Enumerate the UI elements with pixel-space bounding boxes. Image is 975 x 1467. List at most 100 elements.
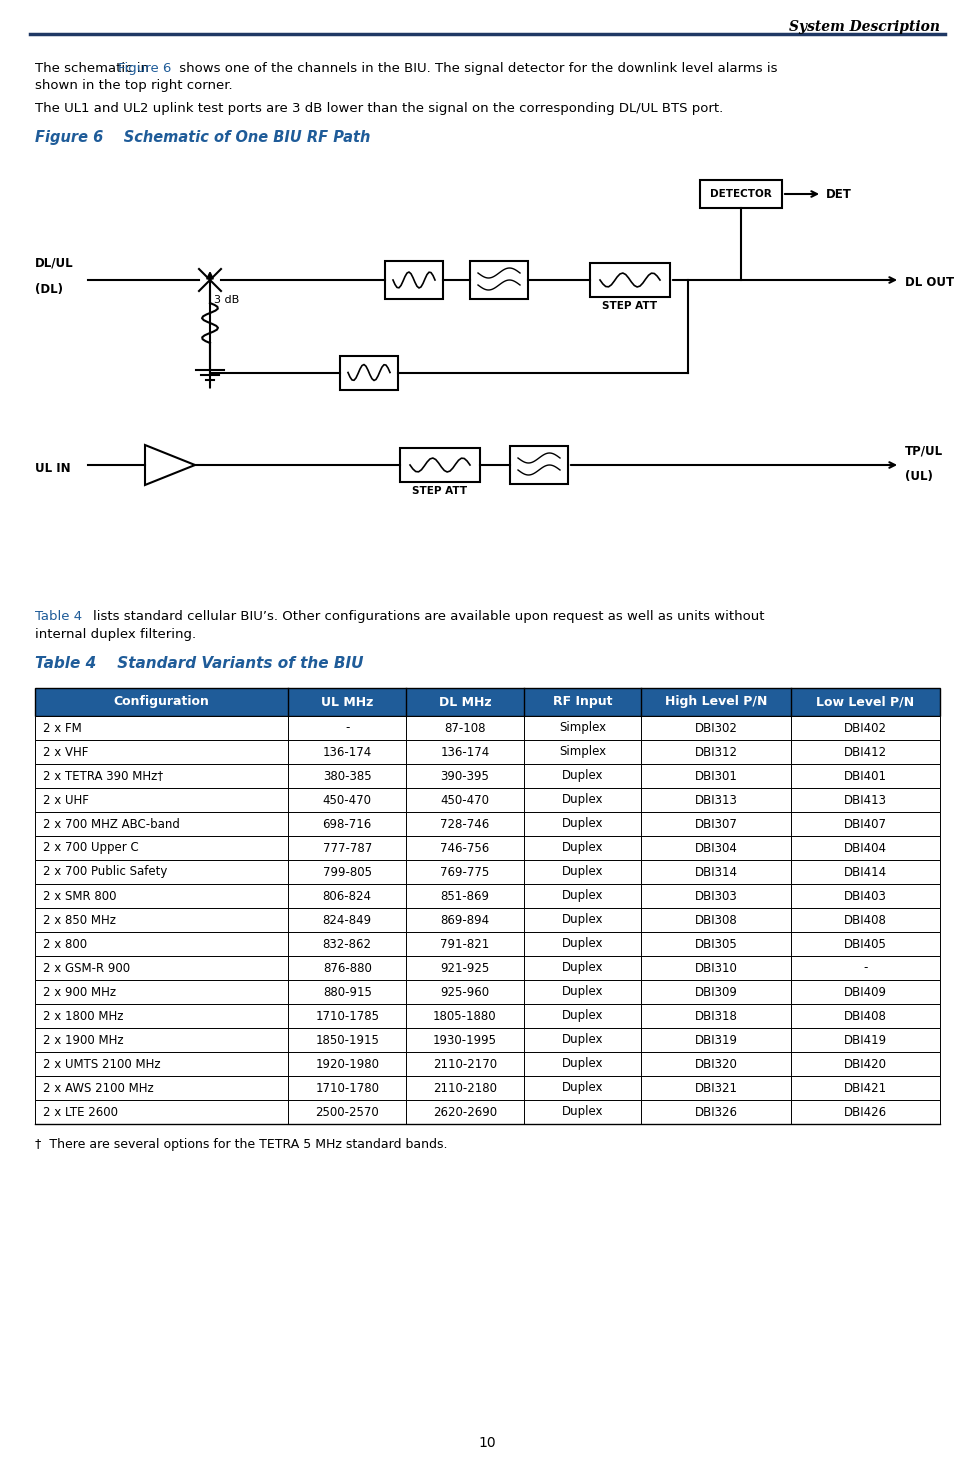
Bar <box>35 788 940 813</box>
Bar <box>385 261 443 299</box>
Text: DBI302: DBI302 <box>694 722 737 735</box>
Text: †  There are several options for the TETRA 5 MHz standard bands.: † There are several options for the TETR… <box>35 1138 448 1152</box>
Text: 450-470: 450-470 <box>441 794 489 807</box>
Text: DBI309: DBI309 <box>694 986 737 999</box>
Text: DBI326: DBI326 <box>694 1106 737 1118</box>
Text: Duplex: Duplex <box>562 866 604 879</box>
Text: Duplex: Duplex <box>562 794 604 807</box>
Text: 2 x 700 Upper C: 2 x 700 Upper C <box>43 842 138 854</box>
Text: DETECTOR: DETECTOR <box>710 189 772 200</box>
Text: 2 x AWS 2100 MHz: 2 x AWS 2100 MHz <box>43 1081 154 1094</box>
Text: lists standard cellular BIU’s. Other configurations are available upon request a: lists standard cellular BIU’s. Other con… <box>93 610 764 623</box>
Text: High Level P/N: High Level P/N <box>665 695 767 709</box>
Text: 2 x VHF: 2 x VHF <box>43 745 89 758</box>
Text: -: - <box>863 961 868 974</box>
Text: DL MHz: DL MHz <box>439 695 491 709</box>
Text: 880-915: 880-915 <box>323 986 371 999</box>
Text: Configuration: Configuration <box>114 695 210 709</box>
Polygon shape <box>145 445 195 486</box>
Text: Simplex: Simplex <box>559 722 606 735</box>
Text: 728-746: 728-746 <box>441 817 489 830</box>
Text: DBI419: DBI419 <box>843 1033 887 1046</box>
Text: DBI314: DBI314 <box>694 866 737 879</box>
Text: Duplex: Duplex <box>562 961 604 974</box>
Bar <box>35 1100 940 1124</box>
Text: 1710-1780: 1710-1780 <box>315 1081 379 1094</box>
Text: Duplex: Duplex <box>562 1081 604 1094</box>
Bar <box>35 956 940 980</box>
Bar <box>35 836 940 860</box>
Text: 925-960: 925-960 <box>441 986 489 999</box>
Text: 2500-2570: 2500-2570 <box>315 1106 379 1118</box>
Text: DBI407: DBI407 <box>843 817 887 830</box>
Text: Duplex: Duplex <box>562 986 604 999</box>
Text: 2 x 900 MHz: 2 x 900 MHz <box>43 986 116 999</box>
Text: DBI404: DBI404 <box>843 842 887 854</box>
Text: DET: DET <box>826 188 852 201</box>
Text: 2 x 700 MHZ ABC-band: 2 x 700 MHZ ABC-band <box>43 817 179 830</box>
Text: DBI301: DBI301 <box>694 770 737 782</box>
Bar <box>35 764 940 788</box>
Text: 2110-2170: 2110-2170 <box>433 1058 497 1071</box>
Text: TP/UL: TP/UL <box>905 445 943 458</box>
Bar <box>35 885 940 908</box>
Text: 1805-1880: 1805-1880 <box>433 1009 496 1022</box>
Text: 10: 10 <box>478 1436 496 1449</box>
Text: DBI313: DBI313 <box>694 794 737 807</box>
Text: 390-395: 390-395 <box>441 770 489 782</box>
Bar <box>35 860 940 885</box>
Text: 2 x FM: 2 x FM <box>43 722 82 735</box>
Text: DL/UL: DL/UL <box>35 257 74 270</box>
Bar <box>35 813 940 836</box>
Text: Figure 6    Schematic of One BIU RF Path: Figure 6 Schematic of One BIU RF Path <box>35 131 370 145</box>
Text: 824-849: 824-849 <box>323 914 371 927</box>
Text: STEP ATT: STEP ATT <box>412 486 468 496</box>
Text: Duplex: Duplex <box>562 914 604 927</box>
Text: 2 x 800: 2 x 800 <box>43 937 87 951</box>
Text: 2 x 850 MHz: 2 x 850 MHz <box>43 914 116 927</box>
Text: STEP ATT: STEP ATT <box>603 301 657 311</box>
Text: 832-862: 832-862 <box>323 937 371 951</box>
Text: 2110-2180: 2110-2180 <box>433 1081 497 1094</box>
Bar <box>35 1003 940 1028</box>
Text: 2 x SMR 800: 2 x SMR 800 <box>43 889 116 902</box>
Text: 777-787: 777-787 <box>323 842 371 854</box>
Text: 799-805: 799-805 <box>323 866 371 879</box>
Text: DBI308: DBI308 <box>694 914 737 927</box>
Text: DBI307: DBI307 <box>694 817 737 830</box>
Bar <box>35 688 940 716</box>
Text: Duplex: Duplex <box>562 1033 604 1046</box>
Bar <box>35 716 940 739</box>
Text: DBI401: DBI401 <box>843 770 887 782</box>
Text: (UL): (UL) <box>905 469 933 483</box>
Text: -: - <box>345 722 349 735</box>
Text: DBI421: DBI421 <box>843 1081 887 1094</box>
Text: 921-925: 921-925 <box>441 961 489 974</box>
Text: 1710-1785: 1710-1785 <box>315 1009 379 1022</box>
Text: Duplex: Duplex <box>562 1009 604 1022</box>
Bar <box>35 1052 940 1075</box>
Text: DBI403: DBI403 <box>844 889 887 902</box>
Text: RF Input: RF Input <box>553 695 612 709</box>
Text: Figure 6: Figure 6 <box>118 62 172 75</box>
Text: DBI420: DBI420 <box>843 1058 887 1071</box>
Text: Duplex: Duplex <box>562 937 604 951</box>
Text: DBI319: DBI319 <box>694 1033 737 1046</box>
Bar <box>35 739 940 764</box>
Bar <box>510 446 568 484</box>
Text: 380-385: 380-385 <box>323 770 371 782</box>
Text: 136-174: 136-174 <box>323 745 371 758</box>
Text: internal duplex filtering.: internal duplex filtering. <box>35 628 196 641</box>
Text: 1850-1915: 1850-1915 <box>315 1033 379 1046</box>
Text: The schematic in: The schematic in <box>35 62 153 75</box>
Text: UL MHz: UL MHz <box>321 695 373 709</box>
Text: 2 x UHF: 2 x UHF <box>43 794 89 807</box>
Text: Duplex: Duplex <box>562 889 604 902</box>
Text: Duplex: Duplex <box>562 842 604 854</box>
Text: Duplex: Duplex <box>562 1058 604 1071</box>
Text: DBI413: DBI413 <box>843 794 887 807</box>
Text: DBI304: DBI304 <box>694 842 737 854</box>
Text: Simplex: Simplex <box>559 745 606 758</box>
Text: System Description: System Description <box>789 21 940 34</box>
Text: DBI303: DBI303 <box>694 889 737 902</box>
